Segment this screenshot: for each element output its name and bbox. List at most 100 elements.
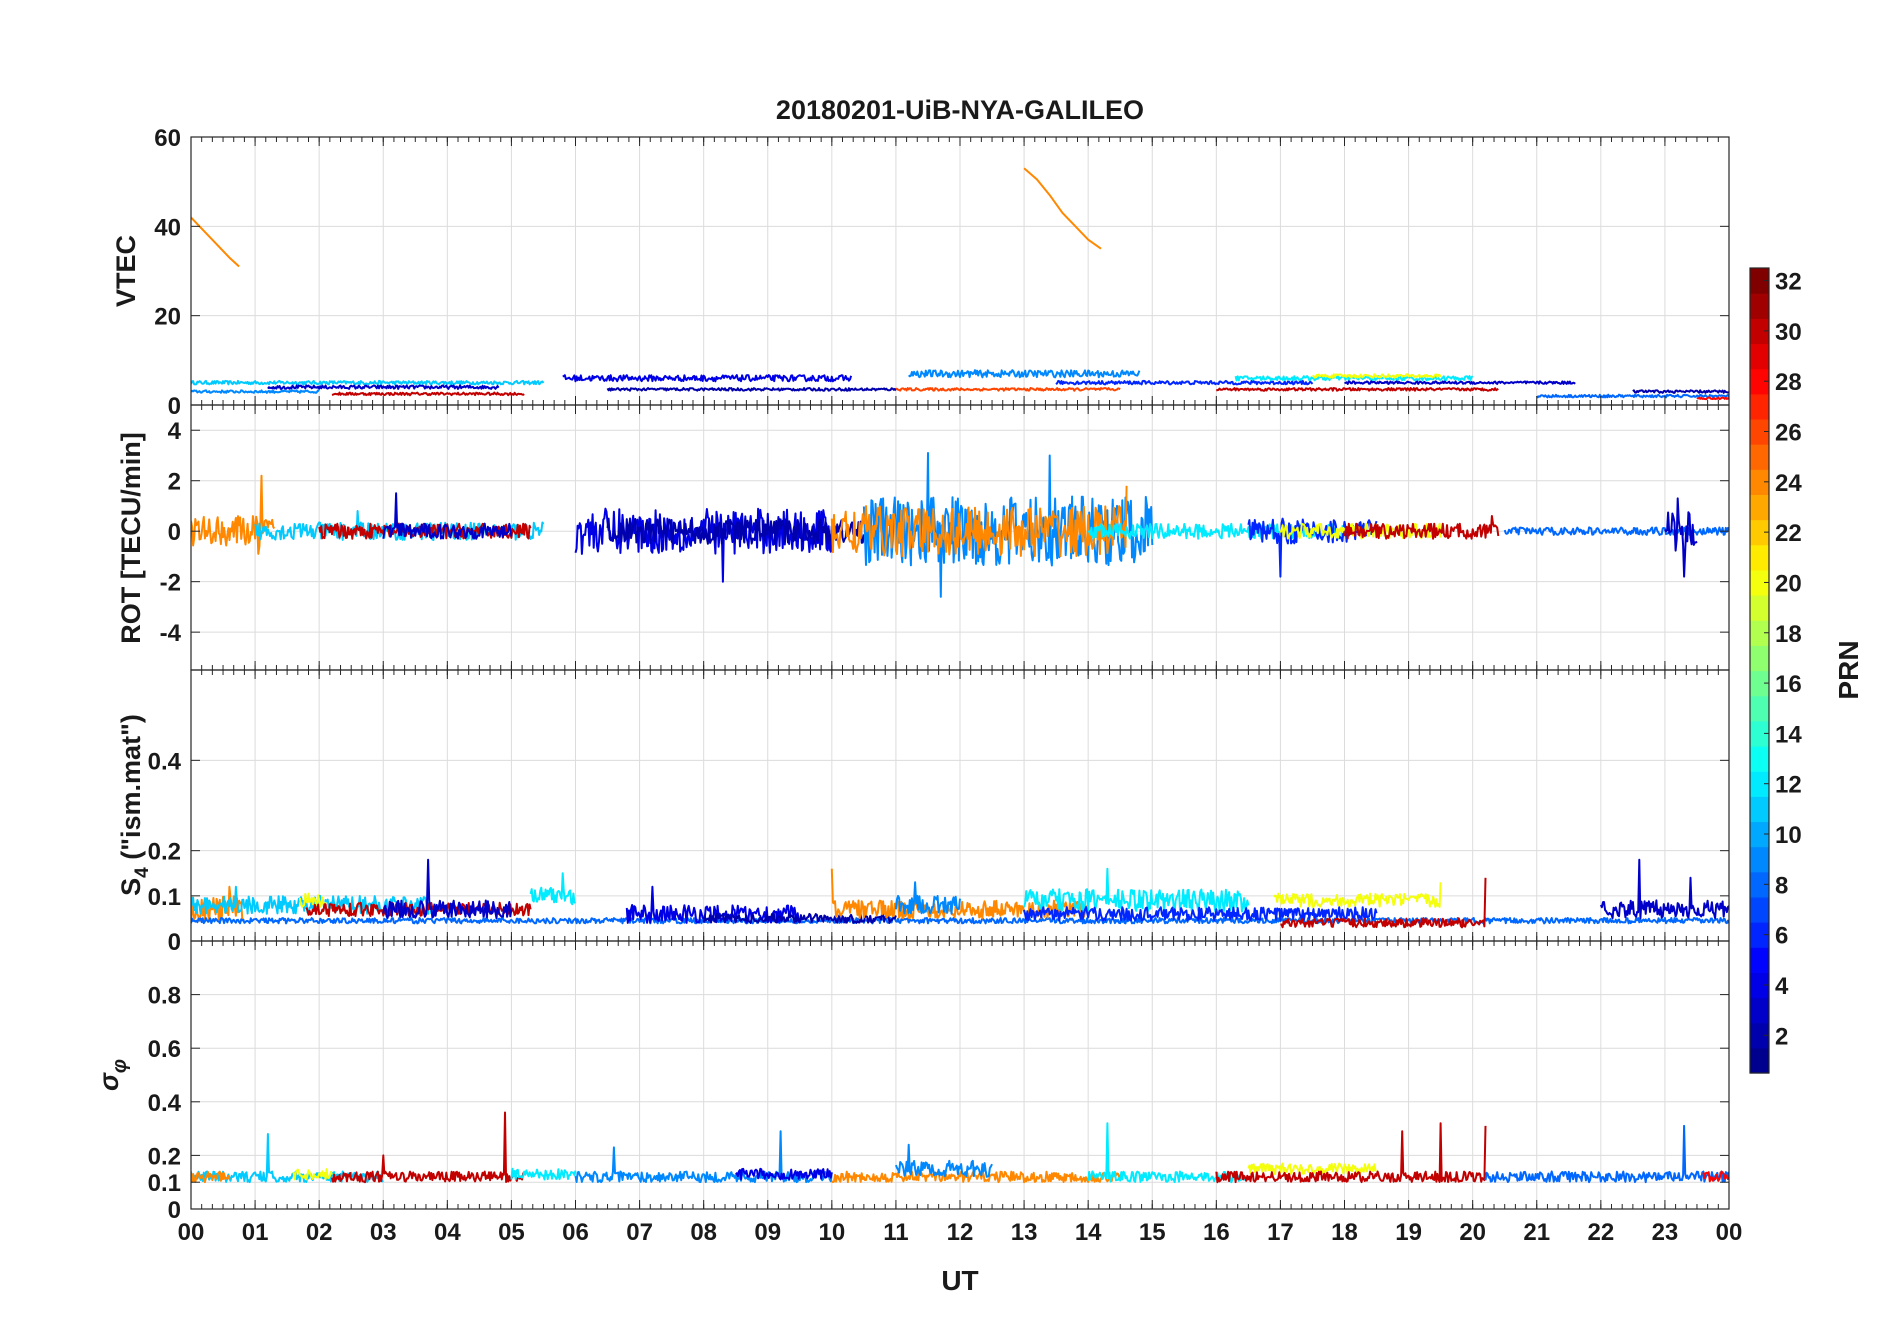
colorbar-tick-label: 20 [1775,570,1802,597]
rot-y-tick-label: 0 [168,519,181,546]
colorbar-tick-label: 4 [1775,973,1789,1000]
prn-8-series [1536,393,1729,399]
prn-9-series [191,389,320,394]
prn-12-series [1023,867,1250,913]
sigma-phi-axis-label: σφ [94,1059,131,1091]
prn-28-series [1696,396,1729,401]
colorbar-tick-label: 14 [1775,721,1802,748]
vtec-axis-label: VTEC [111,235,141,307]
prn-30-series [1280,877,1487,929]
prn-20-series [292,1168,333,1181]
prn-9-series [894,1143,993,1178]
x-tick-label: 05 [498,1219,525,1246]
colorbar-cell [1750,444,1769,470]
x-tick-label: 15 [1139,1219,1166,1246]
rot-y-tick-label: -2 [160,570,181,597]
prn-24-series [191,216,240,268]
colorbar-cell [1750,418,1769,445]
sigma-phi-y-tick-label: 0 [168,1197,181,1224]
colorbar-cell [1750,620,1769,646]
x-tick-label: 21 [1523,1219,1550,1246]
colorbar-cell [1750,871,1769,898]
colorbar-tick-label: 6 [1775,923,1788,950]
s4-label-rest: ("ism.mat") [116,714,146,867]
prn-6-series [1055,379,1314,386]
prn-30-series [1215,1122,1487,1184]
s4-y-tick-label: 0.2 [148,839,181,866]
colorbar-cell [1750,1047,1769,1074]
x-tick-label: 08 [690,1219,717,1246]
x-tick-label: 01 [242,1219,269,1246]
colorbar-tick-label: 10 [1775,822,1802,849]
x-tick-label: 23 [1652,1219,1679,1246]
prn-9-series [894,881,961,915]
prn-24-series [830,485,1128,558]
sigma-phi-y-tick-label: 0.4 [148,1090,182,1117]
colorbar-tick-label: 26 [1775,420,1802,447]
colorbar-cell [1750,745,1769,772]
x-tick-label: 02 [306,1219,333,1246]
vtec-y-tick-label: 20 [154,304,181,331]
prn-4-series [574,507,833,583]
prn-8-series [191,917,1729,925]
x-tick-label: 22 [1587,1219,1614,1246]
x-tick-label: 20 [1459,1219,1486,1246]
prn-24-series [191,1170,231,1184]
colorbar-cell [1750,318,1769,345]
x-tick-label: 19 [1395,1219,1422,1246]
prn-30-series [1215,387,1499,392]
s4-axis-label: S4 ("ism.mat") [116,714,153,896]
prn-24-series [191,885,244,923]
prn-4-series [734,1167,833,1181]
prn-20-series [1312,373,1442,379]
prn-8-series [1503,526,1729,536]
colorbar-cell [1750,343,1769,370]
colorbar-cell [1750,771,1769,797]
s4-y-tick-label: 0 [168,929,181,956]
sigma-phi-y-tick-label: 0.2 [148,1143,181,1170]
s4-label-main: S [116,878,146,896]
prn-30-series [1343,515,1500,540]
panel-sigma-phi: 00.10.2 0.4 0.6 0.8 σφ [94,940,1730,1224]
colorbar-cell [1750,393,1769,420]
colorbar-tick-label: 28 [1775,369,1802,396]
prn-11-series [191,1133,384,1184]
prn-24-series [1023,167,1102,250]
prn-12-series [529,872,576,906]
x-tick-label: 18 [1331,1219,1358,1246]
prn-9-series [574,1130,833,1184]
colorbar-cell [1750,947,1769,973]
rot-y-tick-label: -4 [160,620,182,647]
colorbar-cell [1750,645,1769,672]
colorbar-frame [1749,267,1770,1074]
prn-26-series [895,387,1121,392]
colorbar-cell [1750,997,1769,1024]
colorbar-cell [1750,922,1769,948]
prn-2-series [606,517,865,545]
sigma-phi-y-tick-label: 0.6 [148,1036,181,1063]
rot-axis-label: ROT [TECU/min] [116,432,146,643]
vtec-y-tick-label: 60 [154,125,181,152]
x-tick-label: 00 [1716,1219,1743,1246]
colorbar-tick-label: 8 [1775,872,1788,899]
prn-28-series [1702,1170,1729,1183]
prn-2-series [702,912,897,924]
x-tick-label: 13 [1011,1219,1038,1246]
colorbar-cell [1750,519,1769,546]
x-tick-label: 12 [947,1219,974,1246]
colorbar-tick-label: 30 [1775,319,1802,346]
x-tick-label: 16 [1203,1219,1230,1246]
colorbar-tick-label: 32 [1775,269,1802,296]
colorbar-cell [1750,544,1769,571]
colorbar-cell [1750,494,1769,521]
x-tick-label: 03 [370,1219,397,1246]
colorbar-cell [1750,796,1769,823]
colorbar-label: PRN [1833,640,1864,699]
colorbar-tick-label: 12 [1775,772,1802,799]
prn-3-series [267,384,500,390]
x-tick-label: 11 [883,1219,908,1246]
prn-11-series [191,379,545,386]
colorbar-cell [1750,972,1769,999]
